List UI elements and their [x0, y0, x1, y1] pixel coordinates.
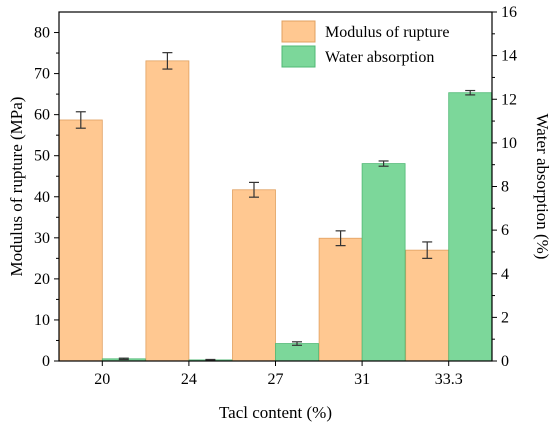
legend-swatch-water: [281, 45, 316, 68]
error-bar-water-20: [118, 357, 129, 361]
x-axis-title: Tacl content (%): [219, 403, 332, 422]
bar-water-31: [361, 163, 406, 362]
error-bar-modulus-27: [249, 181, 259, 198]
x-tick-label: 33.3: [435, 371, 463, 388]
right-tick-label: 8: [501, 179, 509, 196]
left-tick-label: 70: [34, 66, 50, 83]
legend-label-water: Water absorption: [325, 49, 434, 66]
error-bar-modulus-33.3: [422, 241, 433, 259]
left-tick-label: 80: [34, 25, 50, 42]
error-bar-water-27: [292, 341, 302, 346]
left-axis-ticks: 0 10 20 30 40 50 60 70 80: [34, 25, 59, 370]
x-tick-label: 31: [354, 371, 370, 388]
x-axis-ticks: 20 24 27 31 33.3: [94, 361, 463, 388]
bar-modulus-20: [58, 119, 103, 362]
x-tick-label: 27: [268, 371, 284, 388]
right-tick-label: 0: [501, 353, 509, 370]
left-tick-label: 50: [34, 148, 50, 165]
bar-water-33.3: [448, 92, 493, 362]
x-tick-label: 24: [181, 371, 197, 388]
bars: [58, 60, 493, 362]
error-bar-modulus-31: [335, 230, 346, 247]
error-bar-water-33.3: [465, 89, 476, 96]
bar-water-27: [275, 343, 319, 362]
right-tick-label: 2: [501, 309, 509, 326]
right-tick-label: 14: [501, 48, 517, 65]
legend-label-modulus: Modulus of rupture: [325, 24, 449, 41]
right-axis-ticks: 0 2 4 6 8 10 12 14 16: [492, 4, 517, 370]
bar-modulus-31: [318, 237, 363, 362]
bar-modulus-27: [232, 189, 276, 362]
left-tick-label: 0: [42, 353, 50, 370]
left-tick-label: 30: [34, 230, 50, 247]
left-tick-label: 60: [34, 107, 50, 124]
right-tick-label: 12: [501, 91, 517, 108]
bar-modulus-24: [145, 60, 190, 362]
right-tick-label: 6: [501, 222, 509, 239]
left-tick-label: 20: [34, 271, 50, 288]
bar-modulus-33.3: [405, 249, 450, 362]
right-tick-label: 4: [501, 266, 509, 283]
left-tick-label: 10: [34, 312, 50, 329]
right-axis-title: Water absorption (%): [533, 114, 550, 260]
error-bar-modulus-20: [75, 111, 86, 129]
x-tick-label: 20: [94, 371, 110, 388]
error-bars: [75, 52, 476, 361]
left-tick-label: 40: [34, 189, 50, 206]
right-tick-label: 16: [501, 4, 517, 21]
error-bar-water-31: [378, 160, 389, 167]
legend-swatch-modulus: [281, 20, 316, 43]
error-bar-modulus-24: [162, 52, 173, 70]
right-tick-label: 10: [501, 135, 517, 152]
left-axis-title: Modulus of rupture (MPa): [7, 97, 26, 277]
error-bar-water-24: [205, 358, 216, 361]
legend: Modulus of rupture Water absorption: [281, 20, 449, 68]
